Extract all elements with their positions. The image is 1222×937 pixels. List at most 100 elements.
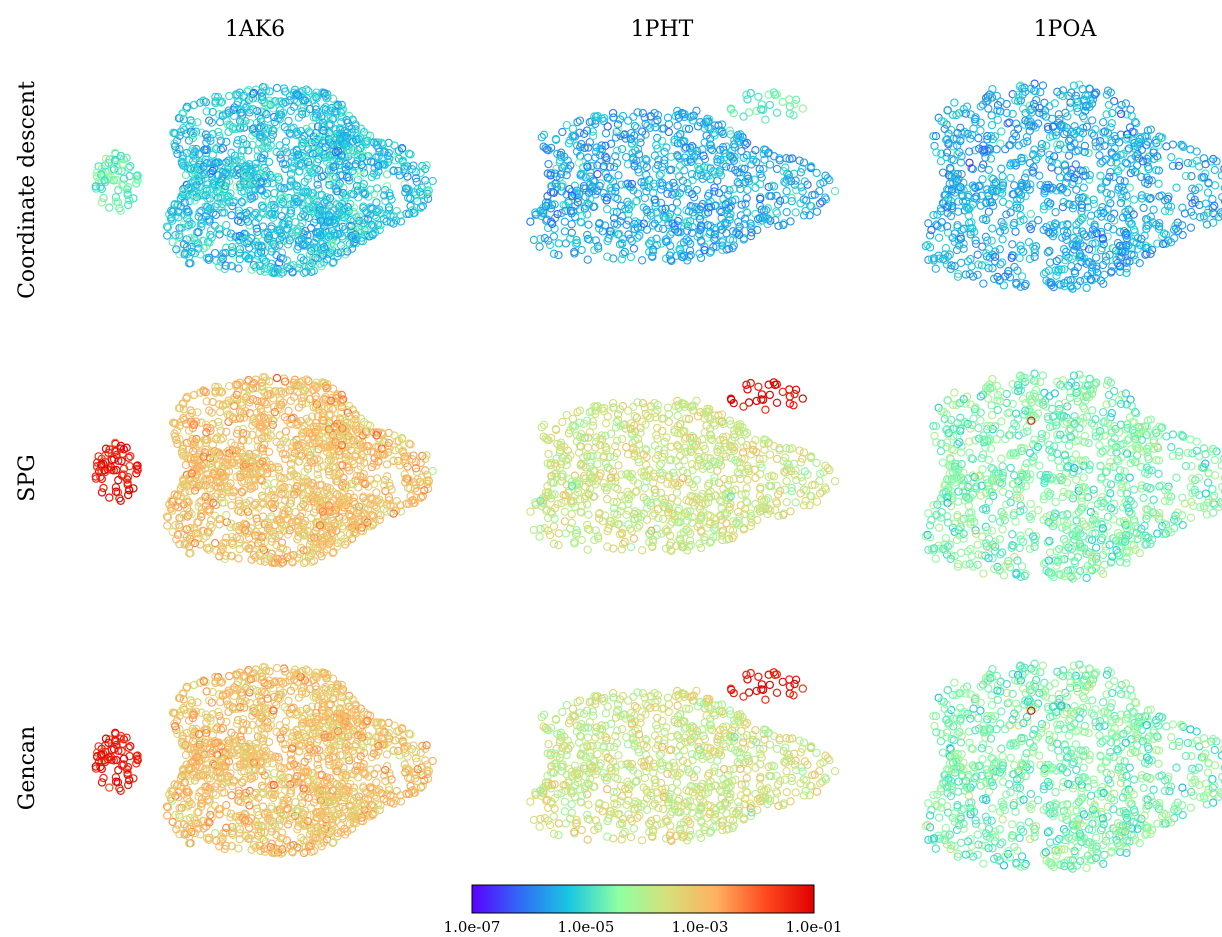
data-point — [406, 491, 415, 501]
data-point — [593, 169, 602, 179]
data-point — [1121, 99, 1131, 108]
data-point — [934, 233, 944, 242]
data-point — [244, 146, 253, 155]
scatter-panel — [526, 88, 840, 266]
data-point — [363, 130, 372, 139]
data-point — [317, 245, 326, 255]
data-point — [1045, 102, 1054, 111]
data-point — [281, 98, 290, 107]
data-point — [409, 208, 418, 218]
data-point — [1071, 160, 1080, 169]
data-point — [726, 163, 736, 173]
data-point — [171, 142, 180, 151]
data-point-cluster — [92, 172, 102, 182]
data-point-cluster — [107, 165, 117, 175]
data-point — [1010, 181, 1019, 190]
data-point — [354, 151, 363, 160]
data-point — [222, 137, 231, 146]
data-point — [292, 89, 301, 99]
data-point — [319, 104, 329, 113]
data-point — [320, 153, 329, 162]
data-point — [584, 220, 593, 229]
data-point — [943, 106, 952, 115]
row-title-gencan: Gencan — [15, 726, 40, 810]
data-point — [335, 124, 345, 133]
data-point — [296, 126, 306, 136]
data-point — [396, 217, 406, 226]
data-point — [952, 245, 962, 255]
data-point — [214, 127, 223, 137]
data-point — [1178, 230, 1187, 240]
data-point — [262, 110, 271, 119]
data-point — [976, 118, 985, 127]
data-point — [1045, 246, 1054, 256]
data-point — [317, 262, 326, 271]
data-point — [222, 243, 231, 252]
data-point — [315, 227, 325, 237]
data-point — [568, 124, 578, 133]
data-point — [1024, 238, 1034, 247]
data-point — [278, 268, 287, 277]
data-point — [372, 207, 381, 217]
data-point — [1186, 223, 1196, 232]
data-point — [260, 83, 269, 92]
data-point-cluster — [778, 97, 788, 107]
data-point — [225, 381, 234, 391]
data-point — [706, 197, 715, 206]
data-point — [335, 229, 345, 238]
data-point — [175, 145, 184, 154]
data-point — [330, 107, 339, 117]
data-point — [348, 116, 357, 125]
data-point — [334, 181, 343, 190]
data-point — [177, 191, 187, 201]
data-point — [275, 115, 284, 124]
data-point — [212, 256, 221, 265]
data-point — [190, 100, 199, 109]
data-point — [242, 178, 251, 187]
data-point — [278, 198, 288, 207]
data-point-cluster — [739, 112, 748, 121]
data-point — [281, 206, 290, 215]
data-point — [630, 121, 640, 131]
data-point — [313, 180, 322, 189]
data-point — [251, 185, 260, 194]
data-point — [174, 114, 184, 123]
data-point — [680, 166, 689, 175]
data-point — [373, 474, 382, 483]
data-point — [326, 152, 335, 162]
data-point — [184, 208, 193, 217]
data-point — [288, 164, 297, 173]
data-point — [258, 253, 267, 262]
data-point — [278, 159, 288, 168]
data-point — [232, 170, 241, 180]
data-point-cluster — [105, 203, 114, 212]
data-point — [932, 148, 941, 157]
data-point — [258, 201, 267, 211]
data-point — [233, 90, 242, 99]
data-point — [170, 128, 179, 138]
data-point — [173, 240, 183, 249]
data-point — [215, 224, 225, 234]
data-point — [381, 196, 390, 206]
data-point — [299, 256, 308, 265]
data-point — [428, 466, 437, 476]
data-point — [798, 187, 807, 196]
data-point — [421, 164, 430, 174]
data-point — [297, 253, 306, 262]
data-point — [168, 237, 177, 247]
data-point — [329, 162, 338, 172]
data-point — [277, 199, 286, 209]
data-point — [215, 520, 224, 529]
data-point — [297, 234, 306, 244]
data-point — [392, 206, 401, 216]
data-point — [210, 248, 220, 258]
data-point — [340, 140, 349, 149]
data-point — [1066, 134, 1075, 144]
data-point — [313, 229, 322, 238]
data-point — [221, 168, 231, 177]
data-point — [227, 211, 236, 220]
data-point — [347, 124, 356, 133]
data-point — [984, 165, 993, 175]
data-point — [294, 91, 303, 100]
data-point — [406, 150, 415, 159]
